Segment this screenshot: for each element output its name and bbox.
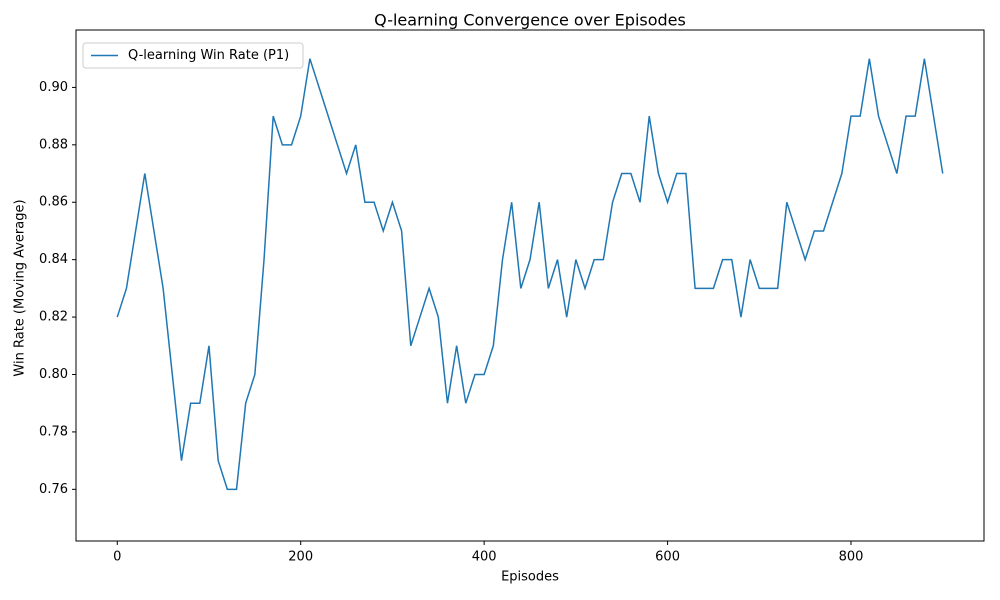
y-tick-label: 0.90 <box>39 80 68 95</box>
y-axis-label: Win Rate (Moving Average) <box>13 199 28 376</box>
chart-title: Q-learning Convergence over Episodes <box>374 11 686 30</box>
x-tick-label: 0 <box>113 550 121 565</box>
y-tick-label: 0.80 <box>39 367 68 382</box>
x-axis-label: Episodes <box>501 570 559 585</box>
y-tick-label: 0.76 <box>39 482 68 497</box>
x-tick-label: 600 <box>655 550 680 565</box>
x-tick-label: 800 <box>839 550 864 565</box>
y-tick-label: 0.82 <box>39 310 68 325</box>
legend-label: Q-learning Win Rate (P1) <box>128 48 289 63</box>
data-line <box>116 58 944 491</box>
y-tick-label: 0.84 <box>39 252 68 267</box>
plot-frame <box>75 29 985 542</box>
y-tick-label: 0.78 <box>39 424 68 439</box>
y-tick-label: 0.86 <box>39 195 68 210</box>
x-tick-label: 400 <box>472 550 497 565</box>
y-tick-label: 0.88 <box>39 137 68 152</box>
legend-box <box>82 42 304 69</box>
x-tick-label: 200 <box>288 550 313 565</box>
